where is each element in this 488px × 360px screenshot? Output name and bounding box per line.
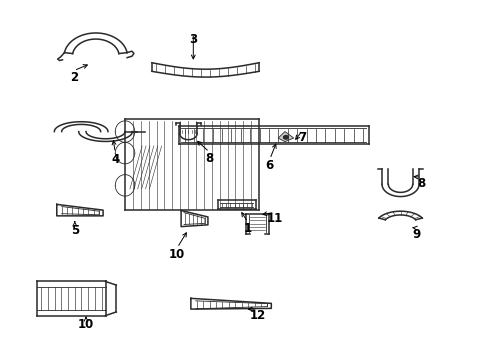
Circle shape	[283, 135, 288, 139]
Text: 12: 12	[249, 309, 265, 322]
Text: 11: 11	[266, 212, 282, 225]
Text: 8: 8	[416, 177, 424, 190]
Text: 7: 7	[297, 131, 305, 144]
Text: 4: 4	[111, 153, 119, 166]
Text: 5: 5	[71, 224, 79, 238]
Text: 9: 9	[411, 228, 419, 241]
Text: 6: 6	[265, 159, 273, 172]
Polygon shape	[278, 132, 293, 141]
Text: 8: 8	[205, 152, 213, 165]
Text: 10: 10	[169, 248, 185, 261]
Text: 10: 10	[78, 318, 94, 331]
Text: 1: 1	[244, 222, 251, 235]
Text: 3: 3	[189, 33, 197, 46]
Text: 2: 2	[70, 71, 78, 84]
